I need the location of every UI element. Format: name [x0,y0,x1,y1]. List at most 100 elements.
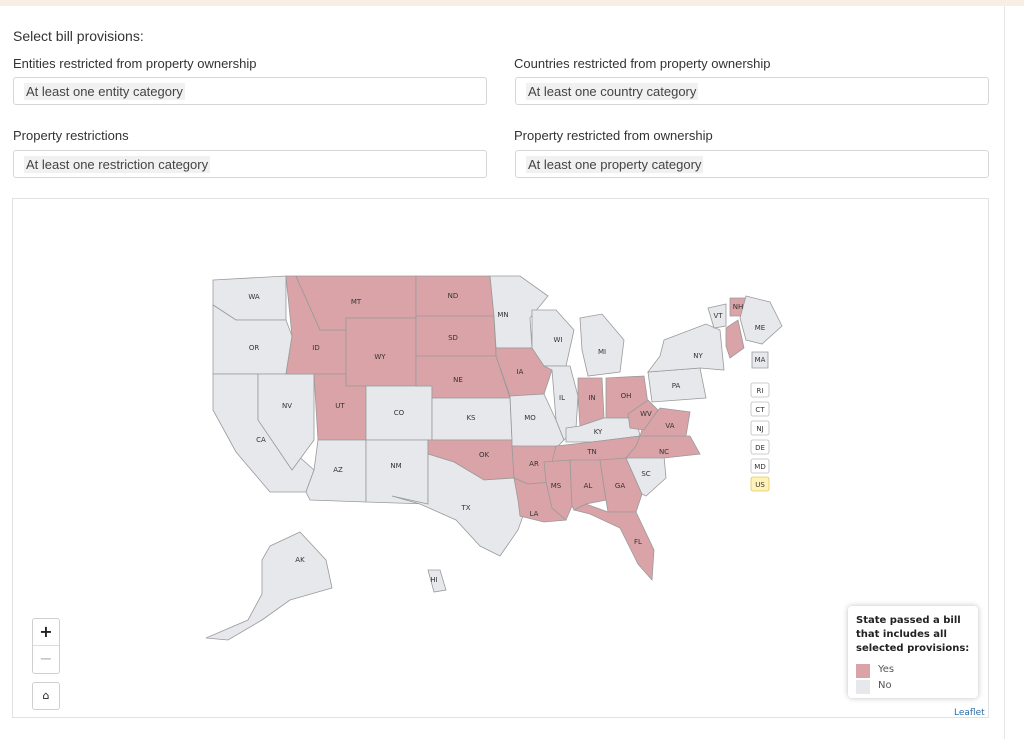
state-label-nv: NV [282,402,292,410]
state-label-ma: MA [755,356,766,364]
state-label-az: AZ [333,466,343,474]
state-label-in: IN [588,394,595,402]
map-legend: State passed a bill that includes all se… [848,606,978,698]
section-title: Select bill provisions: [13,28,144,44]
state-label-mt: MT [351,298,362,306]
zoom-in-button[interactable]: + [33,619,59,646]
state-mo[interactable] [509,393,565,449]
countries-select[interactable]: At least one country category [515,77,989,105]
state-label-ar: AR [529,460,539,468]
state-label-nc: NC [659,448,669,456]
page-divider [1004,6,1005,739]
zoom-out-button[interactable]: − [39,649,53,668]
state-ak[interactable] [205,531,333,641]
state-label-nd: ND [448,292,459,300]
state-label-ky: KY [594,428,603,436]
state-label-ga: GA [615,482,625,490]
state-label-nh: NH [733,303,744,311]
state-label-ms: MS [551,482,562,490]
state-label-co: CO [394,409,405,417]
state-label-wv: WV [640,410,652,418]
small-state-box-ri[interactable] [750,382,770,398]
state-label-id: ID [312,344,319,352]
state-label-tx: TX [460,504,470,512]
state-fl[interactable] [572,503,655,581]
state-hi[interactable] [427,569,447,593]
legend-label-no: No [878,680,892,691]
state-mi[interactable] [579,313,625,377]
small-state-label-ri: RI [757,387,764,395]
countries-label: Countries restricted from property owner… [514,56,771,71]
state-nm[interactable] [365,439,429,505]
restrictions-select[interactable]: At least one restriction category [13,150,487,178]
restrictions-label: Property restrictions [13,128,129,143]
state-ma[interactable] [751,351,769,369]
home-icon: ⌂ [42,689,50,702]
property-select[interactable]: At least one property category [515,150,989,178]
state-label-ia: IA [517,368,524,376]
state-label-sc: SC [641,470,650,478]
state-label-sd: SD [448,334,458,342]
state-label-mo: MO [524,414,536,422]
legend-swatch-yes [856,664,870,678]
state-label-va: VA [665,422,674,430]
state-label-hi: HI [430,576,437,584]
entities-select[interactable]: At least one entity category [13,77,487,105]
state-nh[interactable] [725,319,745,359]
state-label-ca: CA [256,436,266,444]
state-label-ut: UT [335,402,345,410]
small-state-label-ct: CT [755,406,765,414]
state-wv[interactable] [627,399,659,431]
legend-title: State passed a bill that includes all se… [856,615,970,654]
state-label-oh: OH [621,392,632,400]
entities-label: Entities restricted from property owners… [13,56,257,71]
state-vt[interactable] [707,303,727,329]
entities-value: At least one entity category [24,83,185,100]
state-nc[interactable] [625,435,701,459]
leaflet-attribution[interactable]: Leaflet [954,708,985,718]
legend-swatch-no [856,680,870,694]
property-label: Property restricted from ownership [514,128,713,143]
small-state-label-de: DE [755,444,765,452]
top-banner [0,0,1024,6]
small-state-label-us: US [755,481,765,489]
state-label-wa: WA [248,293,260,301]
zoom-control: + − [32,618,60,674]
state-label-tn: TN [586,448,597,456]
state-in[interactable] [577,377,605,427]
state-label-me: ME [755,324,765,332]
small-state-box-nj[interactable] [750,420,770,436]
state-label-mi: MI [598,348,606,356]
legend-label-yes: Yes [878,664,895,675]
property-value: At least one property category [526,156,704,173]
state-label-pa: PA [672,382,681,390]
state-label-ny: NY [693,352,703,360]
state-label-wi: WI [554,336,563,344]
small-state-label-md: MD [754,463,765,471]
state-label-mn: MN [497,311,508,319]
state-label-ak: AK [295,556,305,564]
state-me[interactable] [739,295,783,345]
small-state-box-ct[interactable] [750,401,770,417]
state-label-nm: NM [390,462,401,470]
restrictions-value: At least one restriction category [24,156,211,173]
state-tx[interactable] [391,453,531,557]
state-label-or: OR [249,344,260,352]
state-label-vt: VT [713,312,723,320]
state-label-al: AL [584,482,593,490]
state-label-fl: FL [634,538,642,546]
state-label-la: LA [530,510,539,518]
state-label-il: IL [559,394,565,402]
small-state-box-us[interactable] [750,476,770,492]
small-state-box-md[interactable] [750,458,770,474]
small-state-box-de[interactable] [750,439,770,455]
home-button[interactable]: ⌂ [32,682,60,710]
countries-value: At least one country category [526,83,699,100]
state-label-ne: NE [453,376,463,384]
state-label-wy: WY [374,353,386,361]
state-ny[interactable] [647,323,725,373]
state-label-ks: KS [466,414,476,422]
state-mn[interactable] [489,275,549,349]
state-wy[interactable] [345,317,417,387]
